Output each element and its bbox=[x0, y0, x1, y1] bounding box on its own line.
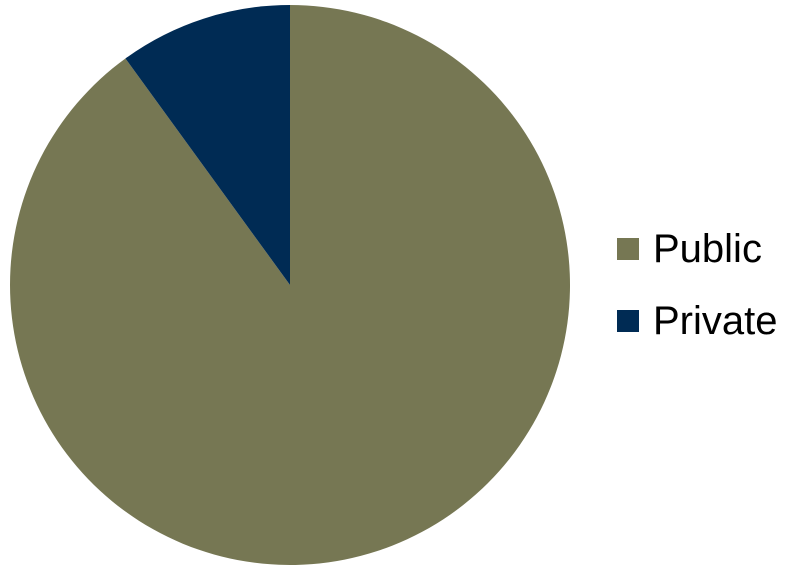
legend-swatch-private bbox=[617, 310, 639, 332]
legend-item-private: Private bbox=[617, 296, 812, 346]
pie-chart bbox=[10, 4, 571, 565]
legend-label-public: Public bbox=[653, 227, 762, 271]
pie-slice-public bbox=[10, 4, 571, 565]
legend-item-public: Public bbox=[617, 224, 812, 274]
legend: Public Private bbox=[617, 224, 812, 368]
legend-label-private: Private bbox=[653, 299, 778, 343]
pie-slice-private bbox=[125, 5, 290, 285]
legend-swatch-public bbox=[617, 238, 639, 260]
